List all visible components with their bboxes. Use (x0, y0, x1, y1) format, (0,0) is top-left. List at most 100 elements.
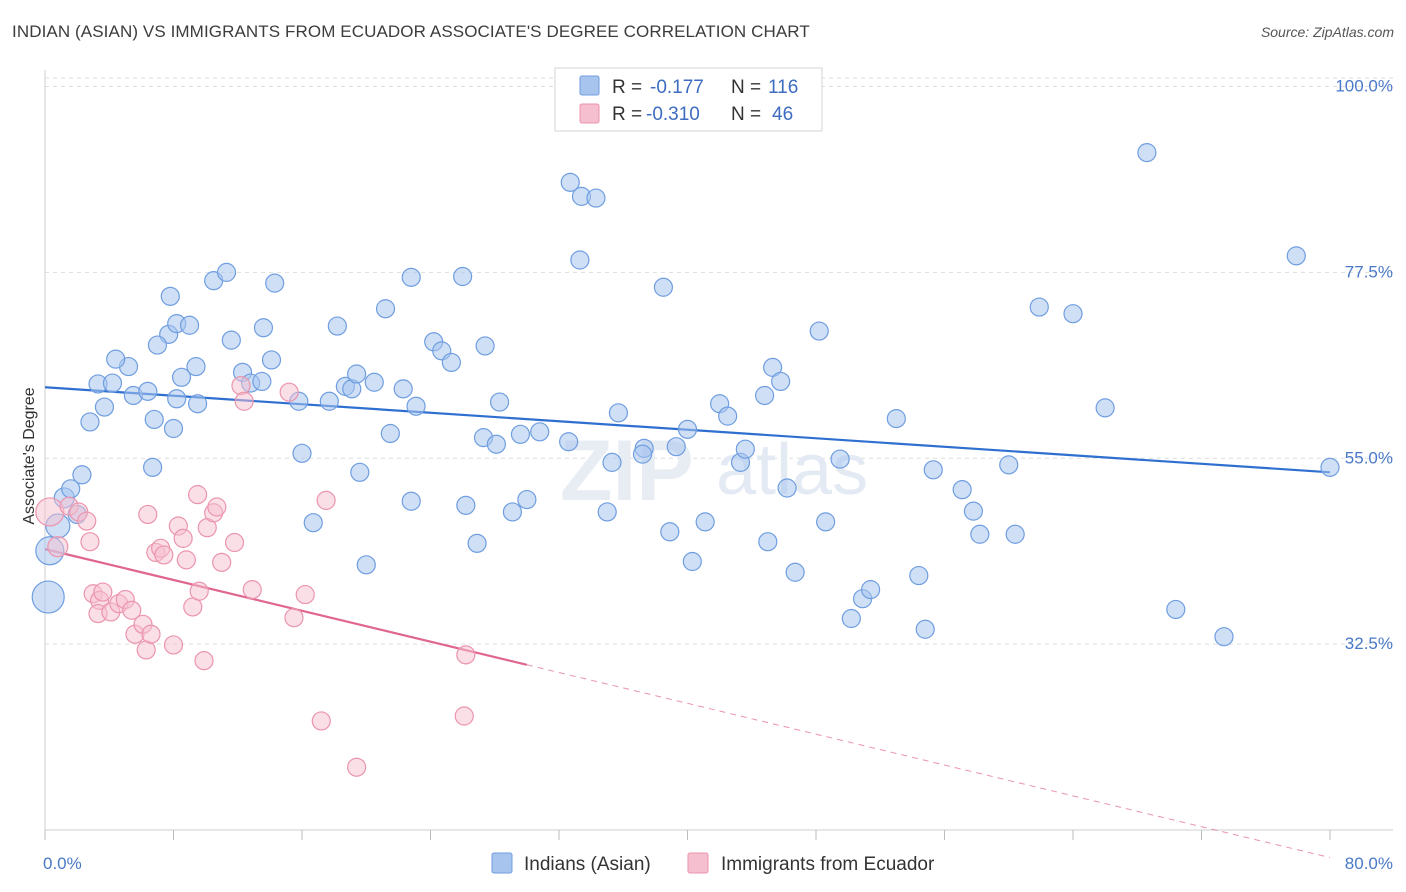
point-ecuador-28 (194, 651, 214, 671)
point-indians-23 (171, 367, 192, 387)
point-indians-35 (261, 350, 282, 370)
point-indians-82 (695, 512, 715, 532)
point-indians-48 (380, 423, 400, 444)
point-ecuador-22 (163, 635, 184, 655)
legend-n-value-indians: 116 (768, 77, 798, 98)
legend-n-value-ecuador: 46 (772, 104, 793, 125)
point-indians-34 (265, 273, 285, 293)
point-indians-65 (517, 489, 537, 510)
point-indians-0 (31, 580, 65, 614)
point-ecuador-18 (141, 624, 161, 644)
point-indians-28 (216, 262, 237, 282)
point-ecuador-32 (212, 552, 232, 572)
point-indians-20 (143, 457, 163, 477)
point-indians-59 (475, 336, 495, 356)
point-indians-16 (160, 286, 180, 306)
chart-title: INDIAN (ASIAN) VS IMMIGRANTS FROM ECUADO… (12, 22, 810, 41)
point-indians-94 (816, 512, 836, 532)
point-ecuador-33 (224, 532, 245, 553)
point-indians-56 (453, 266, 473, 287)
point-indians-90 (754, 385, 775, 406)
point-indians-84 (718, 406, 738, 426)
x-tick-labels: 0.0% 80.0% (43, 854, 1393, 873)
point-indians-72 (597, 502, 617, 522)
point-indians-106 (1005, 524, 1025, 544)
x-tick-label-max: 80.0% (1345, 854, 1393, 873)
point-indians-100 (886, 409, 906, 429)
point-indians-76 (632, 444, 653, 464)
point-indians-104 (963, 501, 984, 521)
point-ecuador-42 (454, 706, 474, 726)
point-ecuador-39 (311, 711, 331, 731)
point-ecuador-1 (47, 536, 69, 558)
point-indians-14 (144, 409, 164, 430)
legend-r-label: R = (612, 77, 642, 98)
point-indians-9 (94, 397, 115, 417)
y-axis-label: Associate's Degree (21, 387, 38, 524)
point-indians-47 (375, 299, 396, 319)
point-indians-88 (771, 371, 791, 392)
point-indians-61 (486, 434, 506, 454)
legend-swatch-ecuador (579, 103, 600, 124)
point-ecuador-44 (234, 391, 254, 411)
point-indians-10 (102, 373, 123, 393)
point-indians-6 (72, 465, 92, 485)
point-indians-55 (441, 352, 461, 373)
point-indians-39 (319, 391, 339, 411)
point-indians-109 (1063, 304, 1083, 324)
point-ecuador-41 (347, 757, 367, 777)
point-indians-46 (356, 555, 376, 575)
point-ecuador-0 (35, 497, 65, 527)
bottom-legend: Indians (Asian) Immigrants from Ecuador (491, 852, 935, 875)
watermark-zip: ZIP (560, 423, 694, 519)
y-tick-labels: 32.5% 55.0% 77.5% 100.0% (1335, 77, 1393, 654)
point-ecuador-5 (80, 532, 100, 552)
point-indians-80 (677, 419, 698, 439)
point-ecuador-36 (279, 382, 299, 402)
point-indians-45 (364, 372, 384, 392)
point-indians-58 (467, 533, 487, 553)
legend-box: R = -0.177 N = 116 R = -0.310 N = 46 (554, 67, 823, 132)
point-indians-67 (559, 432, 579, 452)
point-indians-38 (303, 513, 323, 533)
point-ecuador-4 (77, 511, 97, 531)
point-indians-51 (401, 491, 421, 511)
point-indians-68 (560, 172, 580, 192)
point-indians-101 (915, 619, 935, 639)
point-ecuador-17 (138, 504, 158, 525)
point-indians-81 (682, 551, 702, 572)
point-indians-91 (758, 532, 778, 552)
point-indians-63 (502, 502, 523, 522)
point-indians-111 (1137, 143, 1157, 163)
point-indians-21 (167, 389, 187, 409)
legend-r-value-indians: -0.177 (650, 77, 704, 98)
point-indians-95 (830, 449, 850, 469)
point-indians-70 (586, 188, 606, 208)
point-ecuador-45 (189, 581, 209, 601)
point-indians-37 (292, 443, 312, 463)
point-indians-98 (861, 580, 881, 600)
y-tick-label-3: 100.0% (1335, 77, 1393, 96)
data-points (31, 143, 1340, 777)
point-ecuador-34 (231, 375, 251, 396)
point-indians-77 (653, 277, 674, 297)
point-indians-64 (510, 424, 531, 444)
point-indians-93 (809, 321, 829, 341)
legend-swatch-indians (579, 75, 600, 96)
gridlines (45, 77, 1393, 645)
point-indians-52 (406, 396, 426, 416)
point-indians-32 (253, 318, 274, 338)
legend-n-label: N = (731, 77, 761, 98)
point-indians-115 (1320, 457, 1340, 477)
point-indians-108 (1029, 297, 1049, 317)
point-ecuador-13 (122, 600, 142, 620)
point-indians-66 (530, 422, 550, 442)
y-tick-label-2: 77.5% (1345, 262, 1393, 281)
point-ecuador-40 (316, 490, 336, 510)
point-indians-89 (785, 562, 805, 582)
point-indians-113 (1214, 627, 1234, 647)
point-indians-73 (602, 452, 622, 472)
point-indians-40 (327, 316, 347, 336)
point-indians-79 (666, 437, 686, 457)
